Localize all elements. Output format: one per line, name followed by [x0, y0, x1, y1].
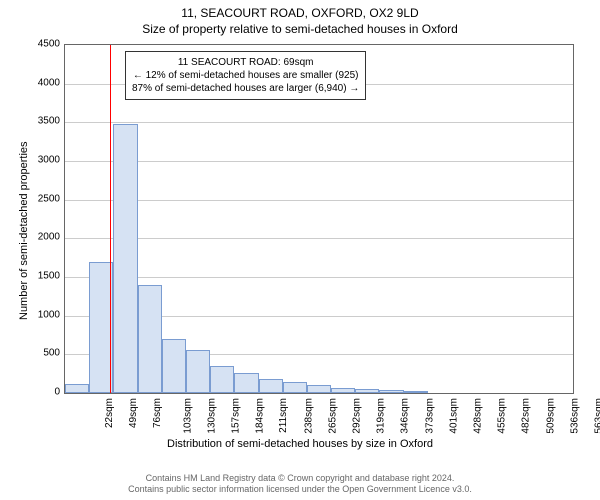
histogram-bar: [307, 385, 331, 393]
x-tick-label: 49sqm: [128, 398, 139, 428]
y-tick-label: 1000: [24, 309, 60, 320]
y-tick-label: 1500: [24, 271, 60, 282]
grid-line: [65, 161, 573, 162]
x-axis-label: Distribution of semi-detached houses by …: [0, 438, 600, 450]
x-tick-label: 346sqm: [400, 398, 411, 434]
y-tick-label: 500: [24, 348, 60, 359]
x-tick-label: 265sqm: [327, 398, 338, 434]
x-tick-label: 401sqm: [448, 398, 459, 434]
x-tick-label: 455sqm: [497, 398, 508, 434]
x-tick-label: 482sqm: [521, 398, 532, 434]
y-tick-label: 2500: [24, 193, 60, 204]
x-tick-label: 428sqm: [473, 398, 484, 434]
histogram-bar: [113, 124, 137, 393]
y-tick-label: 0: [24, 387, 60, 398]
histogram-bar: [210, 366, 234, 393]
y-tick-label: 4500: [24, 39, 60, 50]
info-line-3: 87% of semi-detached houses are larger (…: [132, 82, 359, 95]
grid-line: [65, 200, 573, 201]
x-tick-label: 211sqm: [278, 398, 289, 433]
x-tick-label: 22sqm: [104, 398, 115, 428]
y-tick-label: 3000: [24, 155, 60, 166]
x-tick-label: 563sqm: [593, 398, 600, 434]
histogram-bar: [186, 350, 210, 393]
histogram-bar: [379, 390, 403, 393]
histogram-bar: [355, 389, 379, 393]
x-tick-label: 292sqm: [352, 398, 363, 434]
chart-title-address: 11, SEACOURT ROAD, OXFORD, OX2 9LD: [0, 0, 600, 20]
chart-title-description: Size of property relative to semi-detach…: [0, 20, 600, 36]
y-tick-label: 4000: [24, 77, 60, 88]
footer-line-1: Contains HM Land Registry data © Crown c…: [0, 473, 600, 485]
footer-line-2: Contains public sector information licen…: [0, 484, 600, 496]
x-tick-label: 319sqm: [376, 398, 387, 434]
grid-line: [65, 122, 573, 123]
y-tick-label: 2000: [24, 232, 60, 243]
info-line-2: ← 12% of semi-detached houses are smalle…: [132, 69, 359, 82]
grid-line: [65, 238, 573, 239]
x-tick-label: 184sqm: [255, 398, 266, 434]
x-tick-label: 130sqm: [206, 398, 217, 434]
histogram-bar: [234, 373, 258, 393]
histogram-bar: [404, 391, 428, 393]
x-tick-label: 238sqm: [303, 398, 314, 434]
chart-container: 11, SEACOURT ROAD, OXFORD, OX2 9LD Size …: [0, 0, 600, 500]
x-tick-label: 509sqm: [545, 398, 556, 434]
histogram-bar: [162, 339, 186, 393]
y-tick-label: 3500: [24, 116, 60, 127]
info-line-1: 11 SEACOURT ROAD: 69sqm: [132, 56, 359, 69]
histogram-bar: [331, 388, 355, 393]
reference-line: [110, 45, 111, 393]
y-axis-label: Number of semi-detached properties: [18, 141, 30, 320]
histogram-bar: [138, 285, 162, 393]
histogram-bar: [65, 384, 89, 393]
x-tick-label: 373sqm: [424, 398, 435, 434]
footer-attribution: Contains HM Land Registry data © Crown c…: [0, 473, 600, 496]
grid-line: [65, 277, 573, 278]
x-tick-label: 103sqm: [182, 398, 193, 434]
histogram-bar: [283, 382, 307, 393]
x-tick-label: 76sqm: [152, 398, 163, 428]
plot-area: 11 SEACOURT ROAD: 69sqm ← 12% of semi-de…: [64, 44, 574, 394]
x-tick-label: 536sqm: [569, 398, 580, 434]
histogram-bar: [259, 379, 283, 393]
info-box: 11 SEACOURT ROAD: 69sqm ← 12% of semi-de…: [125, 51, 366, 100]
x-tick-label: 157sqm: [231, 398, 242, 434]
